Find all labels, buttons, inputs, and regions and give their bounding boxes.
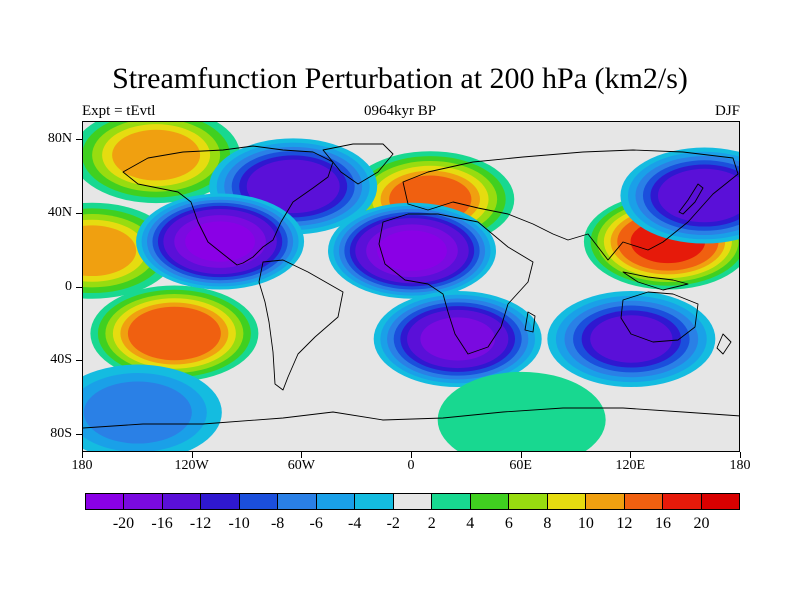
coastlines: [83, 143, 739, 429]
colorbar-label: 12: [616, 515, 633, 532]
contour-level: [185, 221, 255, 262]
season-label: DJF: [714, 103, 740, 119]
colorbar-swatch: [393, 494, 433, 509]
colorbar-label: -20: [112, 515, 135, 532]
colorbar: [85, 493, 740, 510]
y-tick-mark: [76, 139, 82, 141]
coast-antarctica: [83, 407, 739, 429]
colorbar-swatch: [355, 494, 394, 509]
colorbar-swatch: [86, 494, 125, 509]
coast-indonesia: [622, 271, 689, 291]
coast-madagascar: [524, 311, 536, 333]
x-tick-label: 180: [71, 458, 93, 473]
x-tick-label: 120W: [174, 458, 209, 473]
time-label: 0964kyr BP: [363, 103, 437, 119]
colorbar-label: -12: [189, 515, 212, 532]
y-tick-label: 40N: [47, 204, 72, 220]
colorbar-label: -16: [151, 515, 173, 532]
colorbar-swatch: [316, 494, 356, 509]
coast-south-america: [258, 259, 344, 391]
contour-level: [377, 230, 447, 271]
x-tick-label: 60E: [509, 458, 532, 473]
x-tick-label: 180: [729, 458, 751, 473]
x-tick-mark: [411, 452, 412, 458]
colorbar-swatch: [162, 494, 202, 509]
coast-north-america: [122, 145, 334, 266]
x-tick-label: 0: [407, 458, 415, 473]
y-tick-mark: [76, 212, 82, 214]
colorbar-label: -10: [228, 515, 250, 532]
y-tick-label: 80S: [50, 425, 72, 441]
y-tick-label: 0: [65, 278, 72, 294]
x-tick-mark: [82, 452, 83, 458]
x-tick-mark: [520, 452, 522, 458]
contour-level: [112, 129, 201, 181]
coast-australia: [620, 291, 699, 343]
x-tick-mark: [301, 452, 303, 458]
colorbar-label: -2: [386, 515, 400, 532]
contour-map: [82, 121, 740, 452]
x-tick-mark: [630, 452, 632, 458]
experiment-label: Expt = tEvtl: [82, 103, 156, 119]
colorbar-swatch: [663, 494, 702, 509]
coast-eurasia: [402, 149, 739, 261]
colorbar-label: 20: [693, 515, 710, 532]
x-tick-label: 60W: [287, 458, 315, 473]
colorbar-swatch: [239, 494, 279, 509]
colorbar-label: -6: [309, 515, 323, 532]
y-tick-mark: [76, 286, 82, 288]
contour-level: [420, 317, 496, 361]
y-tick-label: 40S: [50, 352, 72, 368]
feature-low-atlantic: [328, 202, 496, 299]
y-tick-mark: [76, 360, 82, 362]
colorbar-label: -8: [270, 515, 285, 532]
colorbar-label: 4: [466, 515, 475, 532]
colorbar-label: 10: [577, 515, 594, 532]
x-tick-mark: [191, 452, 193, 458]
colorbar-swatch: [278, 494, 317, 509]
colorbar-swatch: [470, 494, 510, 509]
colorbar-swatch: [509, 494, 548, 509]
colorbar-swatch: [432, 494, 471, 509]
coast-japan: [678, 183, 704, 215]
feature-high-southern-ocean: [437, 371, 606, 451]
y-tick-mark: [76, 433, 82, 435]
colorbar-label: 6: [504, 515, 513, 532]
contour-level: [590, 315, 673, 363]
y-tick-label: 80N: [47, 131, 72, 147]
colorbar-swatch: [124, 494, 163, 509]
colorbar-swatch: [201, 494, 240, 509]
contour-level: [83, 225, 137, 277]
contour-level: [127, 306, 221, 361]
feature-low-south-africa: [373, 290, 542, 387]
colorbar-label: 8: [543, 515, 552, 532]
colorbar-label: 16: [654, 515, 671, 532]
contour-fills: [83, 122, 739, 451]
colorbar-swatch: [586, 494, 625, 509]
contour-level: [83, 381, 192, 444]
x-tick-mark: [740, 452, 741, 458]
feature-low-south-pacific-polar: [83, 364, 222, 451]
feature-low-australia: [547, 290, 716, 387]
feature-low-central-america: [136, 193, 305, 290]
x-tick-label: 120E: [615, 458, 646, 473]
colorbar-swatch: [547, 494, 587, 509]
colorbar-label: 2: [427, 515, 436, 532]
colorbar-label: -4: [348, 515, 362, 532]
colorbar-swatch: [701, 494, 739, 509]
feature-high-south-pacific: [90, 285, 259, 382]
coast-africa: [378, 213, 534, 355]
colorbar-swatch: [624, 494, 664, 509]
contour-level: [437, 371, 606, 451]
coast-new-zealand: [716, 333, 732, 355]
figure-title: Streamfunction Perturbation at 200 hPa (…: [112, 62, 688, 95]
coast-greenland: [322, 143, 394, 185]
contour-level: [246, 159, 340, 214]
